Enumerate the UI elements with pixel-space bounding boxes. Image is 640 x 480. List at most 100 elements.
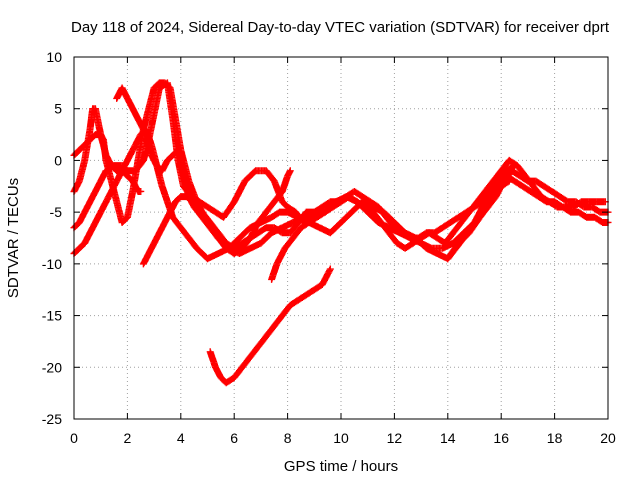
data-point bbox=[129, 158, 142, 195]
data-point bbox=[97, 131, 107, 142]
data-point bbox=[468, 215, 483, 232]
data-point bbox=[305, 214, 320, 226]
data-point bbox=[142, 136, 155, 158]
data-point bbox=[529, 182, 544, 199]
data-point bbox=[236, 225, 253, 242]
data-point bbox=[457, 209, 472, 226]
data-point bbox=[382, 213, 397, 230]
data-point bbox=[369, 208, 384, 225]
series-track-9 bbox=[444, 167, 612, 263]
data-point bbox=[230, 245, 245, 257]
data-point bbox=[511, 177, 525, 189]
x-tick-label: 18 bbox=[547, 430, 563, 446]
data-point bbox=[361, 203, 376, 215]
data-point bbox=[86, 220, 99, 237]
data-point bbox=[425, 229, 440, 241]
data-point bbox=[270, 189, 285, 206]
data-point bbox=[107, 162, 120, 174]
data-point bbox=[193, 244, 210, 262]
data-point bbox=[161, 79, 173, 91]
data-point bbox=[172, 115, 184, 152]
data-point bbox=[158, 182, 171, 204]
data-point bbox=[358, 193, 373, 205]
data-point bbox=[465, 199, 480, 216]
data-point bbox=[281, 235, 296, 252]
data-point bbox=[297, 219, 312, 232]
data-point bbox=[374, 203, 389, 220]
data-layer bbox=[70, 79, 612, 387]
data-point bbox=[289, 225, 304, 242]
y-tick-label: -20 bbox=[42, 359, 62, 375]
data-point bbox=[409, 235, 424, 247]
data-point bbox=[588, 203, 603, 215]
y-tick-label: -15 bbox=[42, 308, 62, 324]
data-point bbox=[241, 168, 258, 185]
data-point bbox=[286, 220, 301, 237]
data-point bbox=[145, 241, 157, 257]
data-point bbox=[473, 189, 488, 206]
data-point bbox=[246, 344, 261, 361]
data-point bbox=[230, 240, 245, 252]
data-point bbox=[278, 198, 290, 210]
data-point bbox=[540, 182, 555, 195]
y-tick-label: -25 bbox=[42, 411, 62, 427]
data-point bbox=[262, 323, 277, 340]
data-point bbox=[257, 230, 274, 247]
series-track-7 bbox=[206, 265, 334, 387]
data-point bbox=[326, 220, 344, 237]
data-point bbox=[439, 219, 453, 232]
data-point bbox=[313, 209, 328, 221]
x-tick-label: 16 bbox=[493, 430, 509, 446]
data-point bbox=[113, 198, 126, 225]
data-point bbox=[401, 240, 416, 252]
data-point bbox=[163, 152, 176, 164]
data-point bbox=[81, 137, 93, 149]
data-point bbox=[123, 189, 136, 221]
data-point bbox=[137, 187, 145, 195]
data-point bbox=[505, 156, 520, 169]
data-point bbox=[206, 348, 219, 370]
data-point bbox=[121, 148, 136, 170]
data-point bbox=[118, 167, 130, 179]
data-point bbox=[145, 86, 158, 113]
data-point bbox=[86, 132, 98, 144]
data-point bbox=[278, 173, 291, 195]
data-point bbox=[118, 214, 130, 226]
data-point bbox=[441, 230, 456, 247]
data-point bbox=[294, 292, 309, 304]
data-point bbox=[86, 189, 99, 206]
data-point bbox=[206, 219, 221, 236]
data-point bbox=[326, 265, 334, 273]
data-point bbox=[286, 297, 301, 309]
data-point bbox=[321, 204, 336, 216]
data-point bbox=[345, 193, 360, 205]
data-point bbox=[390, 224, 405, 236]
x-tick-label: 2 bbox=[124, 430, 132, 446]
chart-title: Day 118 of 2024, Sidereal Day-to-day VTE… bbox=[71, 19, 610, 36]
data-point bbox=[102, 156, 115, 184]
data-point bbox=[591, 213, 605, 226]
data-point bbox=[180, 172, 192, 199]
data-point bbox=[484, 194, 499, 211]
data-point bbox=[262, 167, 277, 184]
data-point bbox=[310, 281, 325, 294]
data-point bbox=[268, 209, 282, 221]
data-point bbox=[489, 168, 504, 185]
data-point bbox=[398, 229, 413, 241]
data-point bbox=[302, 287, 317, 299]
data-point bbox=[254, 333, 269, 351]
data-point bbox=[449, 230, 467, 247]
data-point bbox=[318, 199, 333, 211]
data-point bbox=[508, 167, 523, 179]
data-point bbox=[519, 182, 533, 195]
data-point bbox=[270, 313, 285, 330]
data-point bbox=[476, 204, 491, 221]
data-point bbox=[337, 209, 355, 226]
y-axis-label: SDTVAR / TECUs bbox=[5, 178, 22, 298]
data-point bbox=[516, 172, 531, 184]
data-point bbox=[238, 235, 253, 247]
data-point bbox=[353, 198, 368, 210]
data-point bbox=[222, 375, 237, 387]
y-tick-label: -10 bbox=[42, 256, 62, 272]
